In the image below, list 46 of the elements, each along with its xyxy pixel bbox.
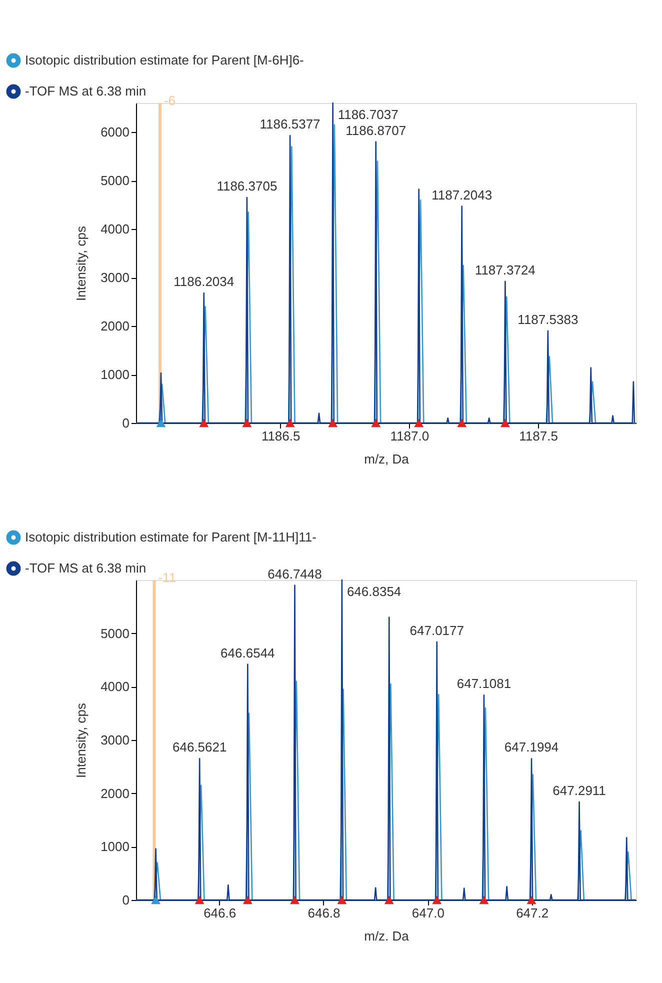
x-tick-label: 1187.5 (519, 428, 558, 444)
y-tick-label: 1000 (100, 839, 130, 854)
y-tick-label: 4000 (100, 222, 130, 237)
annotation: 1187.3724 (474, 262, 536, 278)
y-tick-label: 1000 (100, 367, 130, 382)
annotation: 1186.7037 (338, 107, 398, 122)
y-tick-label: 2000 (100, 318, 130, 334)
x-tick-label: 1187.0 (390, 428, 430, 444)
y-tick-label: 0 (122, 416, 130, 430)
annotation: 646.6544 (220, 645, 275, 660)
y-tick-label: 2000 (100, 786, 130, 801)
legend-label: -TOF MS at 6.38 min (25, 84, 146, 98)
y-tick-label: 5000 (100, 626, 130, 641)
annotation: 647.0177 (410, 622, 464, 638)
legend-label: Isotopic distribution estimate for Parent [M-11H]11- (25, 530, 316, 544)
annotation: 1187.5383 (518, 312, 578, 327)
annotation: 647.1081 (456, 676, 512, 692)
legend-label: -TOF MS at 6.38 min (25, 560, 146, 576)
annotation: 647.1994 (504, 740, 559, 755)
annotation: 647.2911 (552, 782, 606, 798)
x-tick-label: 647.2 (516, 906, 549, 920)
x-tick-label: 1186.5 (261, 428, 300, 444)
annotation: -11 (158, 570, 176, 585)
annotation: 646.5621 (172, 740, 227, 755)
x-axis-title: m/z. Da (364, 928, 410, 944)
x-tick-label: 647.0 (412, 906, 444, 920)
y-tick-label: 6000 (100, 124, 130, 140)
annotation: 1187.2043 (432, 187, 492, 202)
y-tick-label: 3000 (100, 270, 130, 286)
y-tick-label: 3000 (100, 732, 130, 748)
annotation: 1186.3705 (216, 178, 278, 194)
y-axis-title: Intensity, cps (74, 226, 89, 301)
annotation: 1186.8707 (346, 122, 406, 138)
y-tick-label: 4000 (100, 679, 130, 694)
annotation: 646.8354 (346, 584, 402, 599)
x-tick-label: 646.8 (308, 906, 340, 920)
y-tick-label: 5000 (100, 173, 130, 188)
x-tick-label: 646.6 (204, 906, 236, 920)
annotation: 1186.2034 (174, 274, 234, 290)
legend-label: Isotopic distribution estimate for Parent [M-6H]6- (25, 52, 304, 68)
annotation: 1186.5377 (260, 116, 320, 132)
annotation: -6 (164, 93, 176, 108)
y-axis-title: Intensity, cps (74, 702, 89, 778)
annotation: 646.7448 (268, 566, 322, 582)
x-axis-title: m/z, Da (364, 452, 410, 466)
y-tick-label: 0 (122, 892, 130, 908)
